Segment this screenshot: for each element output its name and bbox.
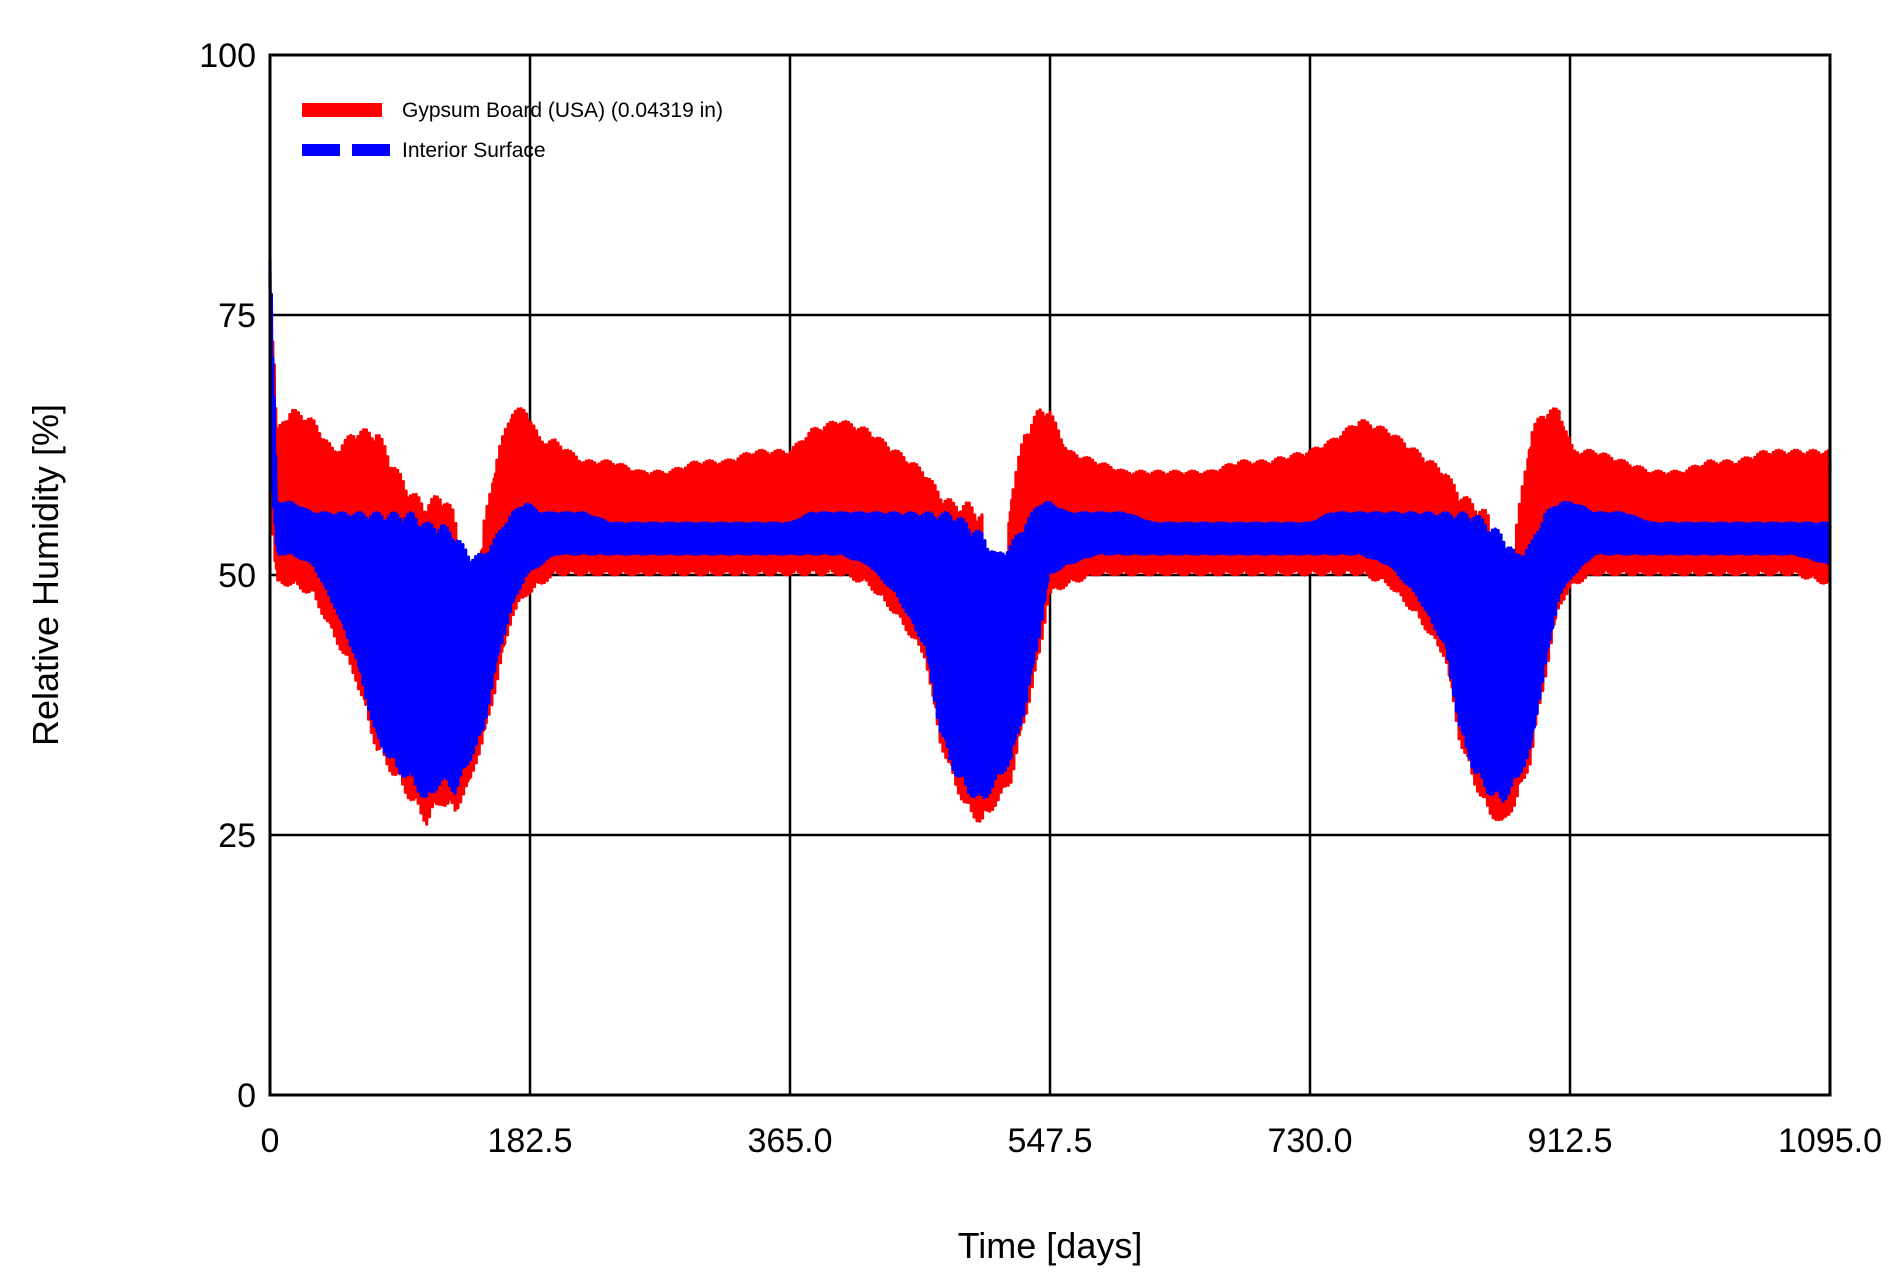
x-tick-label: 182.5	[487, 1122, 572, 1160]
legend-label-interior-surface: Interior Surface	[402, 139, 546, 162]
y-axis-title: Relative Humidity [%]	[25, 404, 66, 746]
series-line-interior-surface	[268, 259, 1832, 803]
y-tick-label: 75	[218, 297, 256, 335]
series-group	[268, 259, 1832, 826]
y-tick-label: 0	[237, 1077, 256, 1115]
plot-frame	[268, 53, 1832, 1097]
x-axis-title: Time [days]	[958, 1225, 1143, 1266]
y-tick-label: 25	[218, 817, 256, 855]
x-tick-label: 547.5	[1007, 1122, 1092, 1160]
x-tick-label: 0	[261, 1122, 280, 1160]
x-tick-label: 365.0	[747, 1122, 832, 1160]
tick-labels: 0 182.5 365.0 547.5 730.0 912.5 1095.0 0 25 50 75 1…	[199, 37, 1882, 1160]
legend-label-gypsum-board: Gypsum Board (USA) (0.04319 in)	[402, 99, 723, 122]
x-tick-label: 730.0	[1267, 1122, 1352, 1160]
y-tick-label: 100	[199, 37, 256, 75]
x-tick-label: 1095.0	[1778, 1122, 1882, 1160]
legend: Gypsum Board (USA) (0.04319 in) Interior…	[302, 99, 723, 162]
y-tick-label: 50	[218, 557, 256, 595]
x-tick-label: 912.5	[1527, 1122, 1612, 1160]
